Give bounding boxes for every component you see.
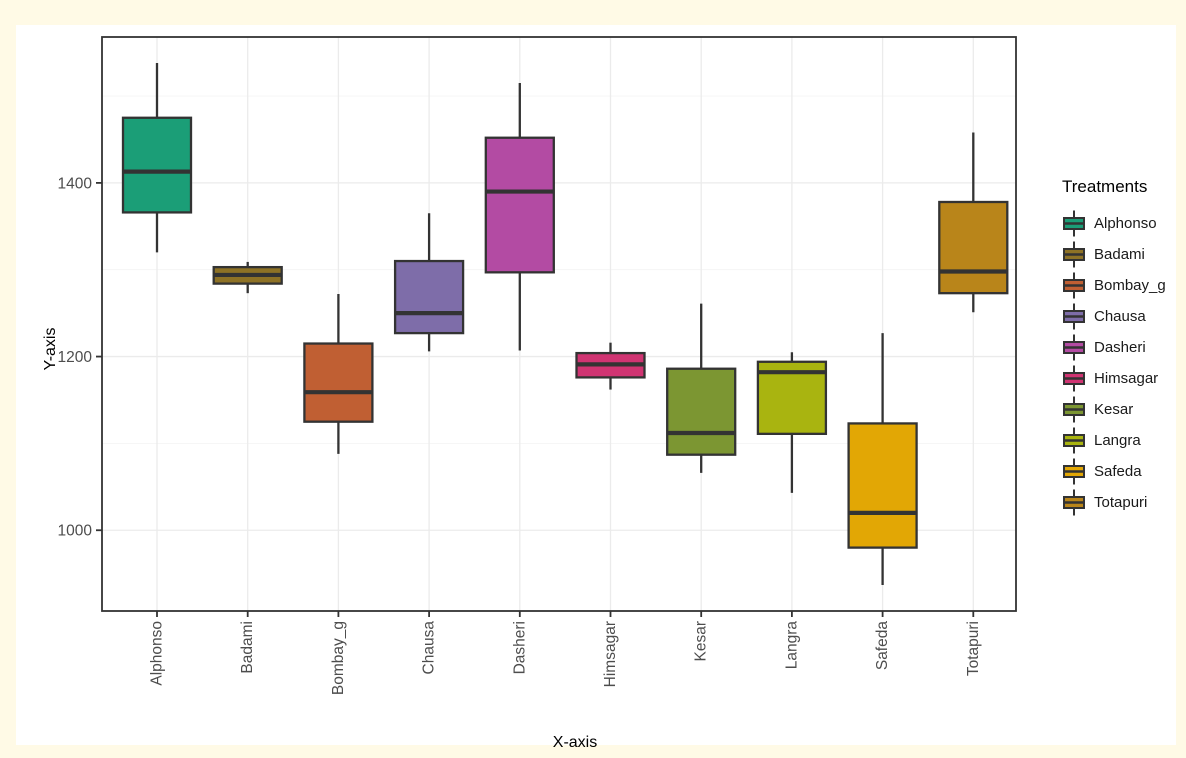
x-tick-label: Safeda [874,621,891,671]
boxplot-key-icon [1063,334,1085,361]
boxplot-key-icon [1063,241,1085,268]
boxplot-key-icon [1063,365,1085,392]
boxplot-key-icon [1063,396,1085,423]
x-tick-label: Dasheri [511,621,528,674]
iqr-box [303,342,374,423]
legend-item-label: Alphonso [1094,215,1157,232]
legend-item-label: Himsagar [1094,370,1159,387]
iqr-box [938,200,1009,295]
boxplot-dasheri [484,83,555,351]
legend-item-label: Totapuri [1094,494,1148,511]
legend-item-totapuri: Totapuri [1062,487,1186,518]
boxplot-langra [756,352,828,493]
x-tick-label: Chausa [421,621,438,675]
iqr-box [484,136,555,274]
panel-border [101,36,1017,612]
x-tick-label: Langra [783,621,800,670]
legend-item-label: Chausa [1094,308,1146,325]
x-tick-label: Kesar [693,621,710,662]
legend-item-kesar: Kesar [1062,394,1186,425]
boxplot-key-icon [1063,272,1085,299]
legend: Treatments Alphonso Badami Bombay_g Chausa D… [1062,177,1186,518]
boxplot-key-icon [1063,303,1085,330]
legend-item-label: Langra [1094,432,1141,449]
legend-items: Alphonso Badami Bombay_g Chausa Dasheri Himsa… [1062,208,1186,518]
x-tick-label: Himsagar [602,621,619,687]
x-tick-label: Totapuri [965,621,982,676]
legend-item-himsagar: Himsagar [1062,363,1186,394]
boxplot-key-icon [1063,210,1085,237]
boxplot-kesar [666,303,737,473]
iqr-box [121,116,193,214]
legend-item-langra: Langra [1062,425,1186,456]
iqr-box [666,367,737,456]
legend-item-bombay_g: Bombay_g [1062,270,1186,301]
boxplot-himsagar [575,342,646,390]
x-axis: Alphonso Badami Bombay_g Chausa Dasheri Himsa… [149,611,982,695]
legend-item-label: Safeda [1094,463,1142,480]
boxplot-badami [212,261,283,294]
boxplot-key-icon [1063,427,1085,454]
x-tick-label: Bombay_g [330,621,347,695]
legend-item-label: Bombay_g [1094,277,1166,294]
boxplot-safeda [847,333,918,585]
y-axis: 1000 1200 1400 [58,175,102,540]
boxplot-bombay_g [303,294,374,454]
legend-item-badami: Badami [1062,239,1186,270]
iqr-box [393,259,465,335]
legend-item-alphonso: Alphonso [1062,208,1186,239]
boxplot-key-icon [1063,489,1085,516]
legend-item-label: Dasheri [1094,339,1146,356]
x-tick-label: Badami [239,621,256,674]
legend-item-chausa: Chausa [1062,301,1186,332]
legend-title: Treatments [1062,177,1148,196]
x-axis-title: X-axis [552,734,598,751]
boxplot-chausa [393,213,465,352]
y-tick-label: 1400 [58,175,93,192]
legend-item-label: Badami [1094,246,1145,263]
x-tick-label: Alphonso [149,621,166,686]
y-tick-label: 1000 [58,523,93,540]
boxplot-totapuri [938,132,1009,313]
legend-item-safeda: Safeda [1062,456,1186,487]
y-tick-label: 1200 [58,349,93,366]
legend-item-label: Kesar [1094,401,1134,418]
boxplot-key-icon [1063,458,1085,485]
iqr-box [847,422,918,549]
legend-item-dasheri: Dasheri [1062,332,1186,363]
boxplot-alphonso [121,63,193,253]
